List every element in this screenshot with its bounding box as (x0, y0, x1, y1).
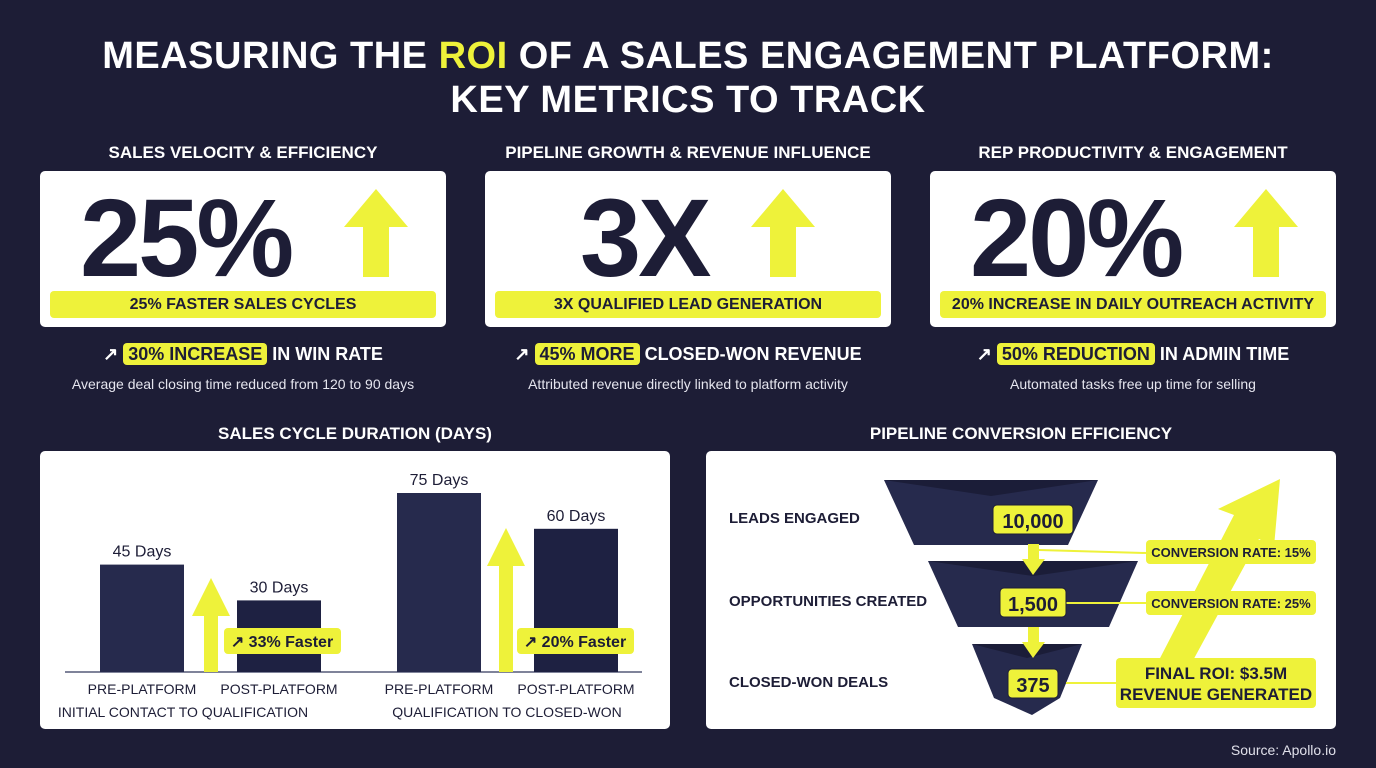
funnel-value: 375 (1016, 675, 1049, 697)
improvement-arrow (487, 528, 525, 672)
funnel-panel: LEADS ENGAGED 10,000 OPPORTUNITIES CREATED… (706, 451, 1336, 729)
trend-up-icon: ↗ (103, 344, 119, 364)
final-roi-badge (1116, 658, 1316, 708)
title-part: MEASURING THE (102, 35, 439, 77)
arrow-up-icon (344, 189, 408, 277)
metric-section-title: PIPELINE GROWTH & REVENUE INFLUENCE (505, 143, 871, 162)
trend-up-icon: ↗ (976, 344, 992, 364)
metric-big-value: 3X (580, 177, 712, 300)
bar-chart-panel: 45 Days PRE-PLATFORM 30 Days POST-PLATFORM ↗… (40, 451, 670, 729)
metric-label: 3X QUALIFIED LEAD GENERATION (495, 291, 881, 318)
funnel-value-badge (1007, 668, 1059, 699)
final-arrow (1158, 479, 1280, 677)
funnel-value: 10,000 (1002, 511, 1063, 533)
title-part: OF A SALES ENGAGEMENT PLATFORM: (507, 35, 1274, 77)
metric-big-value: 20% (970, 177, 1184, 300)
bar-chart: 45 Days PRE-PLATFORM 30 Days POST-PLATFORM ↗… (58, 472, 642, 720)
metric-description: Average deal closing time reduced from 1… (71, 376, 415, 392)
metric-big-value: 25% (80, 177, 294, 300)
improvement-badge (517, 628, 634, 654)
improvement-label: ↗ 33% Faster (231, 634, 333, 651)
page-title: MEASURING THE ROI OF A SALES ENGAGEMENT … (0, 34, 1376, 122)
funnel-chart: LEADS ENGAGED 10,000 OPPORTUNITIES CREATED… (729, 479, 1316, 715)
metric-pill: 45% MORE (534, 343, 640, 365)
metric-description: Attributed revenue directly linked to pl… (528, 376, 848, 392)
metric-subline: ↗ 45% MORE CLOSED-WON REVENUE (485, 340, 891, 368)
title-highlight: ROI (438, 35, 508, 77)
funnel-value-badge (999, 587, 1067, 618)
funnel-stage-name: CLOSED-WON DEALS (729, 674, 888, 691)
source-credit: Source: Apollo.io (1230, 742, 1336, 758)
conversion-badge (1146, 591, 1316, 615)
improvement-badge (224, 628, 341, 654)
category-label: POST-PLATFORM (517, 681, 634, 697)
trend-up-icon: ↗ (514, 344, 530, 364)
metric-sub-text: CLOSED-WON REVENUE (639, 344, 862, 364)
arrow-up-icon (751, 189, 815, 277)
metric-card: 20% 20% INCREASE IN DAILY OUTREACH ACTIV… (930, 171, 1336, 327)
metric-card: 25% 25% FASTER SALES CYCLES (40, 171, 446, 327)
improvement-label: ↗ 20% Faster (524, 634, 626, 651)
final-roi-text: FINAL ROI: $3.5M (1145, 664, 1287, 683)
conversion-rate: CONVERSION RATE: 25% (1151, 596, 1311, 611)
metric-label: 20% INCREASE IN DAILY OUTREACH ACTIVITY (940, 291, 1326, 318)
title-line2: KEY METRICS TO TRACK (450, 79, 926, 121)
metric-sub-text: IN WIN RATE (267, 344, 383, 364)
bar (397, 493, 481, 672)
bar-value-label: 45 Days (113, 544, 172, 561)
bar-value-label: 30 Days (250, 579, 309, 596)
conversion-rate: CONVERSION RATE: 15% (1151, 545, 1311, 560)
improvement-arrow (192, 578, 230, 672)
metric-subline: ↗ 50% REDUCTION IN ADMIN TIME (930, 340, 1336, 368)
group-label: INITIAL CONTACT TO QUALIFICATION (58, 704, 308, 720)
arrow-up-icon (1234, 189, 1298, 277)
category-label: PRE-PLATFORM (385, 681, 494, 697)
category-label: PRE-PLATFORM (88, 681, 197, 697)
metric-subline: ↗ 30% INCREASE IN WIN RATE (40, 340, 446, 368)
final-roi-text: REVENUE GENERATED (1120, 685, 1312, 704)
connector-lines (1038, 549, 1147, 684)
bar-value-label: 75 Days (410, 472, 469, 489)
bar (100, 564, 184, 672)
metric-pill: 50% REDUCTION (996, 343, 1155, 365)
metric-label: 25% FASTER SALES CYCLES (50, 291, 436, 318)
group-label: QUALIFICATION TO CLOSED-WON (392, 704, 621, 720)
funnel-title: PIPELINE CONVERSION EFFICIENCY (869, 424, 1173, 443)
funnel-value-badge (992, 504, 1074, 535)
metric-sub-text: IN ADMIN TIME (1154, 344, 1290, 364)
category-label: POST-PLATFORM (220, 681, 337, 697)
funnel-down-arrows (1022, 544, 1045, 658)
metric-section-title: REP PRODUCTIVITY & ENGAGEMENT (978, 143, 1288, 162)
metric-card: 3X 3X QUALIFIED LEAD GENERATION (485, 171, 891, 327)
metric-pill: 30% INCREASE (123, 343, 268, 365)
conversion-badge (1146, 540, 1316, 564)
funnel-value: 1,500 (1008, 594, 1058, 616)
bar-value-label: 60 Days (547, 508, 606, 525)
metric-description: Automated tasks free up time for selling (1010, 376, 1256, 392)
funnel-stage-name: OPPORTUNITIES CREATED (729, 593, 927, 610)
metric-section-title: SALES VELOCITY & EFFICIENCY (108, 143, 378, 162)
funnel-stage-name: LEADS ENGAGED (729, 510, 860, 527)
bar-chart-title: SALES CYCLE DURATION (DAYS) (218, 424, 492, 443)
